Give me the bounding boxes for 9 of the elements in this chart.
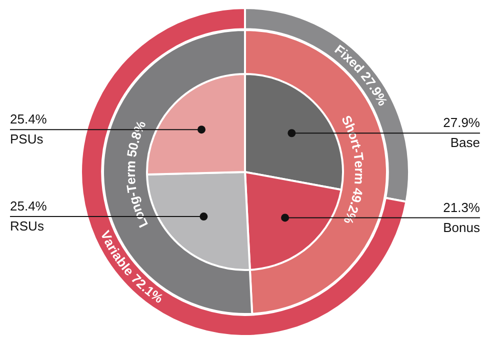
data-label: 27.9% [443,115,480,130]
slice-label: Base [450,135,480,150]
slice-label: PSUs [10,132,44,147]
slice-label: Bonus [443,220,480,235]
slice-label: RSUs [10,218,44,234]
slice-label: Variable [98,228,137,279]
data-label: 21.3% [443,200,480,215]
data-label: 25.4% [10,198,48,214]
data-label: 25.4% [10,112,48,127]
